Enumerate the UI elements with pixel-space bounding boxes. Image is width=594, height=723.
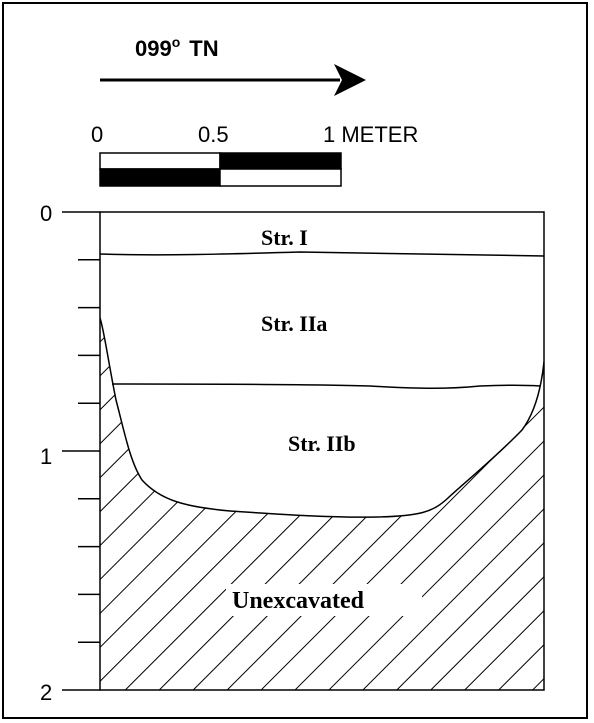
scale-seg-2-top <box>219 152 342 170</box>
arrow-head-icon <box>334 64 366 96</box>
stratum-IIa-label: Str. IIa <box>261 311 327 336</box>
unexcavated-area <box>100 317 544 690</box>
scale-label-half: 0.5 <box>198 122 229 147</box>
depth-label-1: 1 <box>40 444 52 469</box>
scale-label-0: 0 <box>91 122 103 147</box>
stratum-IIb-label: Str. IIb <box>288 431 356 456</box>
unexcavated-label: Unexcavated <box>232 588 365 614</box>
scale-seg-1-bottom <box>99 168 221 187</box>
unexcavated-label-bg <box>226 584 422 616</box>
scale-label-1: 1 METER <box>323 122 418 147</box>
bearing-arrow: 099o TN <box>100 34 366 96</box>
depth-axis: 0 1 2 <box>40 201 100 705</box>
scale-seg-1-top <box>99 152 221 170</box>
scale-bar: 0 0.5 1 METER <box>91 122 418 187</box>
stratum-I-label: Str. I <box>261 225 308 250</box>
pit-outline <box>100 317 544 518</box>
depth-label-0: 0 <box>40 201 52 226</box>
boundary-IIa-IIb <box>111 383 541 389</box>
boundary-I-IIa <box>99 251 545 257</box>
depth-label-2: 2 <box>40 680 52 705</box>
scale-seg-2-bottom <box>219 168 342 187</box>
bearing-label: 099o TN <box>135 34 219 61</box>
